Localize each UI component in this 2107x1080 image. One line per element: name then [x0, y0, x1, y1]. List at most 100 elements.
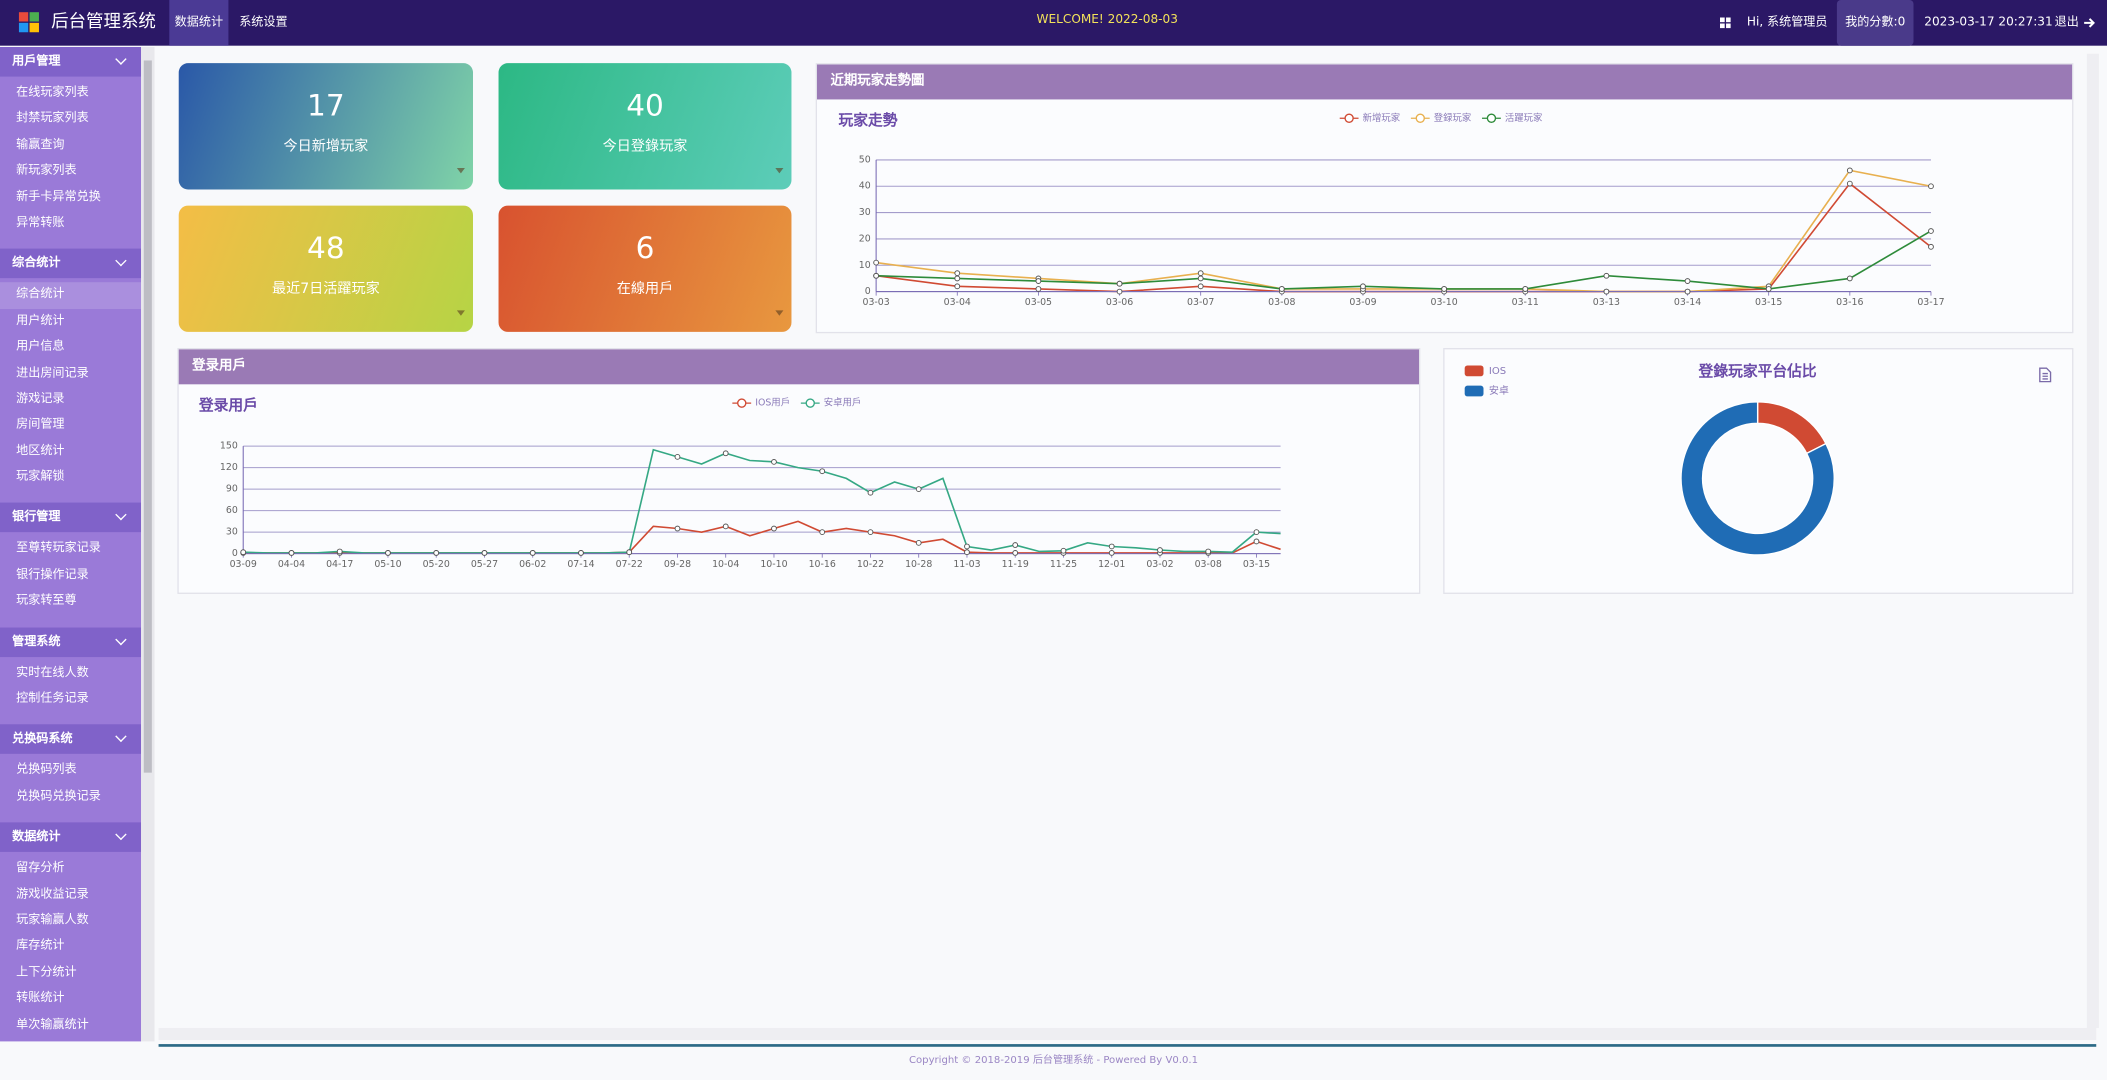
menu-group[interactable]: 数据统计	[0, 822, 142, 853]
x-tick-label: 07-22	[616, 559, 643, 570]
export-icon[interactable]	[2038, 367, 2052, 383]
x-tick-label: 03-11	[1512, 297, 1539, 308]
point	[1157, 547, 1163, 553]
menu-item[interactable]: 玩家输赢人数	[16, 913, 89, 928]
x-tick-label: 03-14	[1674, 297, 1701, 308]
point	[873, 259, 880, 266]
y-tick-label: 60	[226, 505, 238, 516]
menu-group[interactable]: 用戶管理	[0, 47, 142, 77]
y-tick-label: 90	[226, 484, 238, 495]
point	[1253, 529, 1260, 536]
x-tick-label: 11-19	[1002, 559, 1029, 570]
panel-title: 登录用戶	[178, 349, 1419, 385]
legend-marker	[1415, 113, 1425, 123]
menu-item[interactable]: 地区统计	[16, 444, 65, 458]
menu-item[interactable]: 进出房间记录	[16, 366, 89, 380]
x-tick-label: 03-16	[1836, 297, 1863, 308]
h-scrollbar[interactable]	[158, 1027, 2097, 1041]
legend-label: 安卓用戶	[824, 397, 862, 409]
y-tick-label: 0	[232, 548, 238, 559]
point	[1108, 543, 1115, 550]
v-scrollbar[interactable]	[2086, 53, 2099, 1028]
score[interactable]: 我的分數:0	[1836, 0, 1914, 46]
chart-title: 登录用戶	[198, 396, 258, 414]
menu-item[interactable]: 库存统计	[16, 939, 65, 954]
scroll-thumb[interactable]	[143, 60, 152, 773]
point	[1012, 550, 1019, 556]
legend-swatch	[1464, 365, 1484, 377]
menu-item[interactable]: 单次输赢统计	[16, 1017, 89, 1032]
x-tick-label: 06-02	[519, 559, 546, 570]
header: 后台管理系统 数据统计 系统设置 WELCOME! 2022-08-03 Hi,…	[0, 0, 2107, 46]
x-tick-label: 04-04	[278, 559, 305, 570]
x-tick-label: 03-06	[1106, 297, 1133, 308]
menu-item[interactable]: 游戏收益记录	[16, 887, 89, 902]
menu-item[interactable]: 上下分统计	[16, 965, 77, 980]
y-tick-label: 150	[220, 441, 238, 452]
point	[915, 539, 922, 546]
y-tick-label: 50	[859, 154, 871, 165]
menu-item[interactable]: 异常转账	[16, 216, 65, 230]
menu-item[interactable]: 封禁玩家列表	[16, 112, 89, 126]
legend-marker	[805, 398, 815, 408]
menu-item[interactable]: 输赢查询	[16, 138, 65, 152]
menu-item[interactable]: 银行操作记录	[16, 568, 89, 582]
x-tick-label: 03-02	[1146, 559, 1173, 570]
x-tick-label: 10-28	[905, 559, 932, 570]
menu-item[interactable]: 控制任务记录	[16, 692, 89, 706]
menu-item[interactable]: 用户信息	[16, 340, 65, 354]
menu-item[interactable]: 游戏记录	[16, 392, 65, 406]
point	[433, 550, 440, 556]
menu-item[interactable]: 新玩家列表	[16, 164, 77, 178]
logout[interactable]: 退出	[2054, 16, 2079, 30]
menu-list: 留存分析游戏收益记录玩家输赢人数库存统计上下分统计转账统计单次输赢统计玩家当日输…	[0, 852, 141, 1041]
tab[interactable]: 数据统计	[169, 0, 229, 46]
y-tick-label: 10	[859, 260, 871, 271]
x-tick-label: 10-10	[760, 559, 787, 570]
menu-group[interactable]: 综合统计	[0, 249, 142, 279]
x-tick-label: 07-14	[567, 559, 594, 570]
menu-item[interactable]: 用户统计	[16, 314, 65, 328]
menu-item[interactable]: 转账统计	[16, 991, 65, 1006]
stat-card: 6 在線用戶	[498, 205, 792, 332]
x-tick-label: 05-20	[423, 559, 450, 570]
point	[1603, 288, 1610, 295]
menu-item[interactable]: 实时在线人数	[16, 666, 89, 680]
scrollbar[interactable]	[141, 47, 155, 1042]
point	[1765, 286, 1772, 292]
point	[240, 549, 247, 556]
menu-item[interactable]: 在线玩家列表	[16, 86, 89, 100]
point	[1253, 538, 1260, 545]
tab[interactable]: 系统设置	[239, 16, 288, 30]
menu-item[interactable]: 房间管理	[16, 418, 65, 432]
x-tick-label: 03-07	[1187, 297, 1214, 308]
menu-item[interactable]: 玩家解锁	[16, 470, 65, 484]
menu-item[interactable]: 兑换码列表	[16, 763, 77, 778]
point	[1035, 278, 1042, 284]
series-line	[876, 182, 1932, 293]
x-tick-label: 11-03	[953, 559, 980, 570]
point	[1108, 550, 1115, 556]
menu-item[interactable]: 留存分析	[16, 861, 65, 876]
menu-group[interactable]: 兑换码系统	[0, 724, 142, 755]
point	[722, 523, 729, 530]
logout-icon[interactable]	[2083, 16, 2096, 29]
point	[1928, 183, 1934, 190]
point	[819, 468, 826, 475]
point	[1603, 272, 1610, 279]
point	[1012, 542, 1019, 548]
point	[336, 548, 343, 555]
menu-item[interactable]: 至尊转玩家记录	[16, 542, 101, 556]
menu-group[interactable]: 管理系统	[0, 627, 142, 657]
point	[1197, 270, 1204, 277]
menu-item[interactable]: 兑换码兑换记录	[16, 789, 101, 804]
stat-value: 17	[307, 90, 345, 124]
menu-item[interactable]: 新手卡异常兑换	[16, 190, 101, 204]
menu-item[interactable]: 综合统计	[0, 282, 142, 309]
menu-group[interactable]: 银行管理	[0, 503, 142, 533]
grid-icon[interactable]	[1720, 17, 1731, 29]
point	[1197, 275, 1204, 282]
menu-item[interactable]: 玩家转至尊	[16, 594, 77, 608]
x-tick-label: 10-22	[857, 559, 884, 570]
